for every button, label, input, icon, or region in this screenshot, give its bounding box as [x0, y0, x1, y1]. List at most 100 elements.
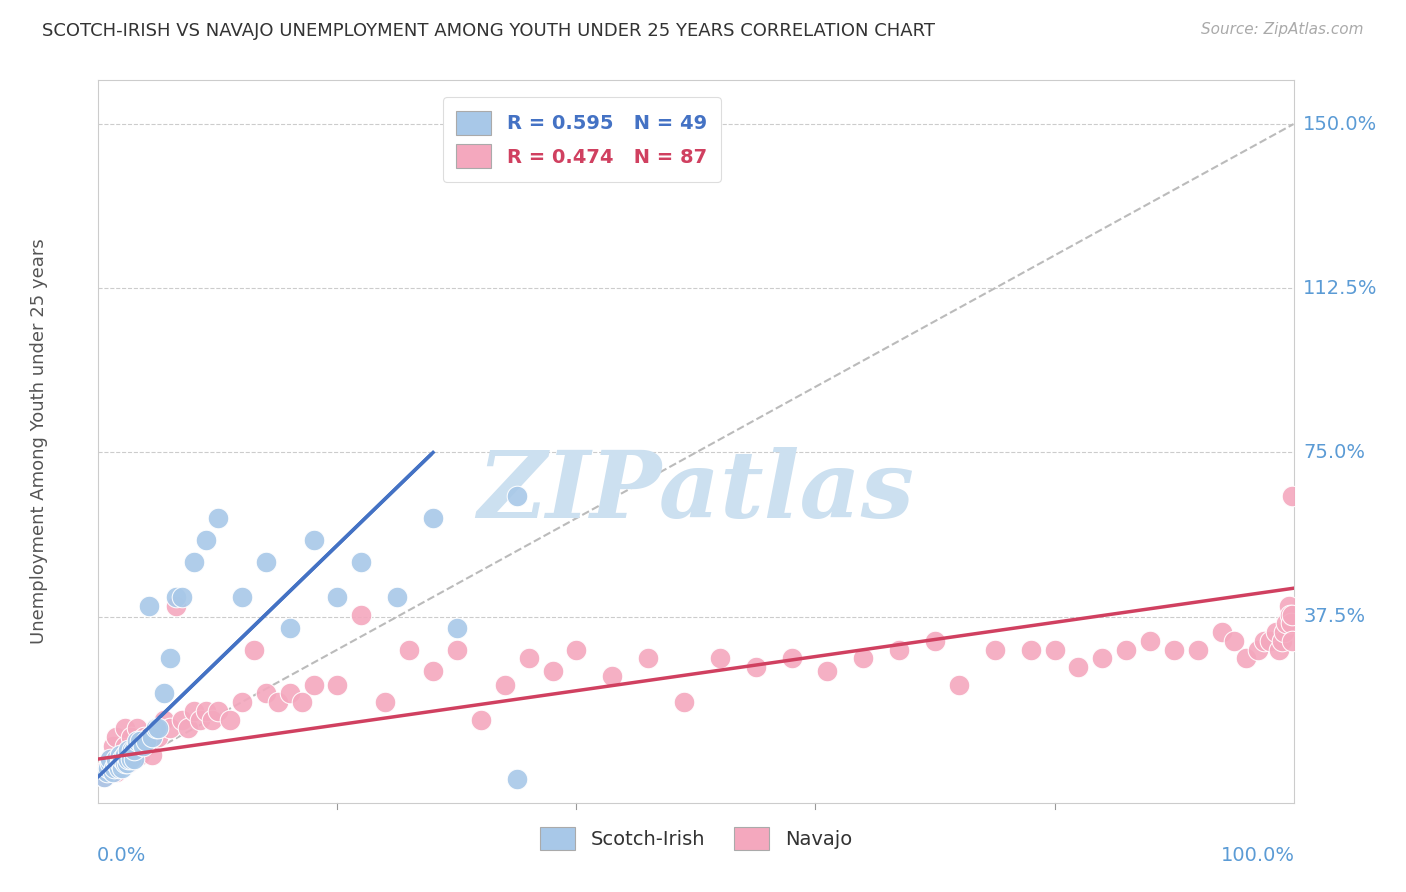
Point — [1223, 633, 1246, 648]
Point — [105, 765, 128, 780]
Point — [422, 511, 444, 525]
Point — [93, 770, 115, 784]
Point — [745, 660, 768, 674]
Point — [350, 555, 373, 569]
Point — [1043, 642, 1066, 657]
Point — [446, 642, 468, 657]
Point — [243, 642, 266, 657]
Text: 112.5%: 112.5% — [1303, 279, 1378, 298]
Point — [159, 722, 181, 736]
Point — [153, 686, 176, 700]
Point — [96, 765, 118, 780]
Point — [124, 743, 146, 757]
Point — [114, 756, 136, 771]
Point — [111, 747, 134, 762]
Point — [1264, 625, 1286, 640]
Point — [1272, 625, 1295, 640]
Point — [1281, 489, 1303, 503]
Point — [602, 669, 624, 683]
Point — [105, 752, 128, 766]
Text: 150.0%: 150.0% — [1303, 114, 1378, 134]
Point — [254, 686, 277, 700]
Point — [517, 651, 540, 665]
Point — [114, 739, 136, 753]
Point — [709, 651, 731, 665]
Point — [145, 722, 167, 736]
Point — [1281, 633, 1303, 648]
Point — [1279, 616, 1302, 631]
Text: 0.0%: 0.0% — [97, 847, 146, 865]
Point — [541, 665, 564, 679]
Point — [494, 677, 516, 691]
Point — [1091, 651, 1114, 665]
Point — [1278, 599, 1301, 613]
Point — [1247, 642, 1270, 657]
Point — [98, 752, 122, 766]
Point — [278, 686, 301, 700]
Point — [107, 761, 129, 775]
Point — [1278, 607, 1301, 622]
Point — [637, 651, 659, 665]
Point — [470, 713, 492, 727]
Point — [165, 590, 187, 604]
Point — [114, 722, 136, 736]
Point — [131, 739, 153, 753]
Point — [1253, 633, 1275, 648]
Point — [117, 743, 139, 757]
Point — [172, 590, 194, 604]
Point — [93, 770, 115, 784]
Point — [111, 761, 134, 775]
Point — [291, 695, 314, 709]
Text: 100.0%: 100.0% — [1220, 847, 1295, 865]
Point — [1258, 633, 1281, 648]
Point — [124, 747, 146, 762]
Point — [1234, 651, 1257, 665]
Point — [141, 730, 163, 744]
Point — [108, 756, 131, 771]
Point — [302, 533, 325, 547]
Point — [506, 489, 529, 503]
Point — [446, 621, 468, 635]
Point — [326, 590, 349, 604]
Point — [101, 739, 124, 753]
Point — [1115, 642, 1137, 657]
Point — [117, 756, 139, 771]
Point — [1281, 607, 1303, 622]
Point — [177, 722, 200, 736]
Point — [129, 734, 152, 748]
Point — [124, 752, 146, 766]
Point — [129, 747, 152, 762]
Point — [231, 695, 253, 709]
Point — [207, 704, 229, 718]
Text: Source: ZipAtlas.com: Source: ZipAtlas.com — [1201, 22, 1364, 37]
Point — [506, 772, 529, 786]
Point — [302, 677, 325, 691]
Point — [1268, 642, 1291, 657]
Point — [121, 743, 143, 757]
Point — [673, 695, 696, 709]
Point — [195, 704, 218, 718]
Point — [98, 756, 122, 771]
Point — [165, 599, 187, 613]
Point — [1211, 625, 1233, 640]
Point — [984, 642, 1007, 657]
Point — [101, 765, 124, 780]
Point — [231, 590, 253, 604]
Point — [278, 621, 301, 635]
Text: 37.5%: 37.5% — [1303, 607, 1365, 626]
Point — [132, 730, 155, 744]
Legend: Scotch-Irish, Navajo: Scotch-Irish, Navajo — [533, 819, 859, 858]
Point — [98, 752, 122, 766]
Point — [153, 713, 176, 727]
Point — [350, 607, 373, 622]
Point — [138, 599, 160, 613]
Point — [195, 533, 218, 547]
Point — [267, 695, 290, 709]
Point — [105, 730, 128, 744]
Point — [852, 651, 875, 665]
Point — [201, 713, 224, 727]
Point — [1019, 642, 1042, 657]
Point — [148, 722, 170, 736]
Point — [114, 747, 136, 762]
Point — [374, 695, 396, 709]
